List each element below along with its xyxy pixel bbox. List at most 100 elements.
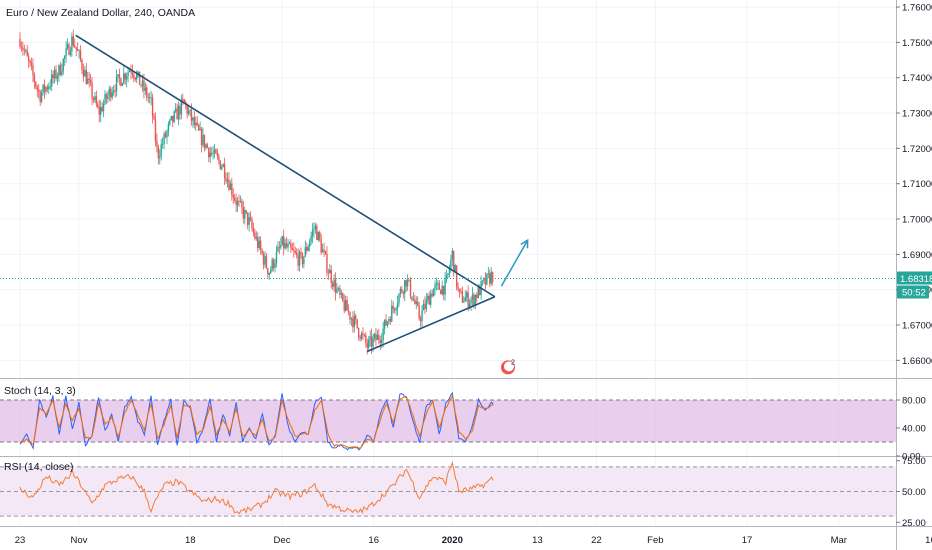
candle-body [76, 49, 79, 51]
candle-body [187, 110, 190, 114]
candle-body [412, 299, 415, 301]
candle-body [186, 104, 188, 114]
candle-body [339, 288, 341, 295]
time-axis[interactable]: 23Nov18Dec1620201322Feb17Mar16Apr [15, 535, 932, 546]
event-badge-count: 2 [511, 359, 515, 366]
candle-body [301, 253, 304, 265]
candle-body [406, 279, 409, 287]
candle-body [434, 284, 436, 289]
stochastic-axis[interactable]: 80.00 40.00 0.00 [896, 396, 926, 463]
ascending-support-trendline[interactable] [366, 296, 496, 353]
candle-body [313, 228, 315, 231]
candle-body [104, 93, 106, 104]
candle-body [30, 62, 33, 66]
candle-body [154, 119, 157, 141]
candle-body [144, 87, 147, 91]
candle-body [392, 305, 394, 309]
candle-body [321, 249, 324, 253]
candle-body [460, 291, 462, 293]
candle-body [355, 315, 357, 320]
price-tick-label: 1.66000 [902, 356, 932, 367]
earnings-event-badge[interactable]: 2 [500, 359, 515, 375]
candle-body [405, 280, 407, 287]
candle-body [428, 295, 430, 305]
candle-body [293, 250, 295, 252]
candle-body [373, 333, 376, 339]
candle-body [375, 333, 377, 341]
rsi-title: RSI (14, close) [4, 461, 73, 473]
candle-body [87, 78, 89, 84]
candle-body [43, 84, 46, 92]
candle-body [65, 48, 67, 57]
candle-body [432, 288, 435, 297]
rsi-lines [19, 460, 494, 515]
candle-body [437, 282, 439, 284]
price-tick-label: 1.72000 [902, 144, 932, 155]
candle-body [261, 249, 263, 254]
candle-body [314, 225, 317, 229]
price-tick-label: 1.73000 [902, 109, 932, 120]
rsi-axis[interactable]: 75.00 50.00 25.00 [896, 456, 926, 529]
candle-body [79, 50, 82, 61]
candle-body [288, 243, 291, 245]
candle-body [228, 179, 230, 190]
candle-body [440, 289, 442, 295]
descending-resistance-trendline[interactable] [75, 34, 496, 298]
candle-body [202, 134, 204, 146]
candle-body [435, 282, 438, 285]
candle-body [399, 288, 402, 295]
candle-body [464, 297, 466, 302]
candle-body [51, 74, 53, 87]
candle-body [229, 183, 232, 190]
candle-body [369, 336, 371, 340]
price-axis[interactable]: 1.76000 1.75000 1.74000 1.73000 1.72000 1.710… [896, 3, 932, 367]
candle-body [239, 200, 242, 202]
candle-body [287, 244, 289, 248]
stochastic-title: Stoch (14, 3, 3) [4, 385, 76, 397]
candle-body [242, 207, 245, 219]
candle-body [236, 200, 239, 206]
candle-body [474, 295, 477, 305]
price-candles [19, 29, 494, 355]
candle-body [146, 87, 148, 98]
candle-body [62, 59, 64, 72]
candle-body [478, 286, 481, 296]
candle-body [105, 93, 108, 100]
candle-body [81, 60, 83, 70]
candle-body [418, 305, 420, 319]
candle-body [148, 97, 151, 99]
candle-body [340, 293, 343, 295]
candle-body [306, 247, 308, 251]
candle-body [424, 303, 426, 309]
candle-body [82, 69, 85, 77]
candle-body [278, 246, 281, 248]
candle-body [179, 105, 181, 115]
candle-body [210, 152, 213, 154]
candle-body [365, 335, 367, 343]
candle-body [245, 210, 247, 213]
candle-body [422, 303, 425, 311]
candle-body [225, 178, 227, 182]
candle-body [271, 259, 273, 270]
projection-arrow-head[interactable] [520, 238, 529, 249]
candle-body [61, 71, 63, 75]
trend-drawings[interactable] [75, 34, 529, 353]
candle-body [26, 50, 28, 57]
candle-body [102, 103, 105, 112]
candle-body [226, 179, 229, 182]
candle-body [467, 292, 469, 307]
time-tick-label: Feb [647, 535, 663, 546]
candle-body [138, 71, 141, 85]
candle-body [183, 99, 185, 103]
candle-body [483, 278, 485, 281]
projection-arrow-shaft[interactable] [500, 239, 529, 287]
candle-body [414, 299, 416, 304]
time-tick-label: Mar [831, 535, 847, 546]
candle-body [327, 272, 330, 274]
candle-body [388, 319, 390, 322]
candle-body [425, 299, 428, 309]
candle-body [249, 217, 252, 221]
candle-body [89, 79, 92, 83]
candle-body [232, 194, 234, 198]
